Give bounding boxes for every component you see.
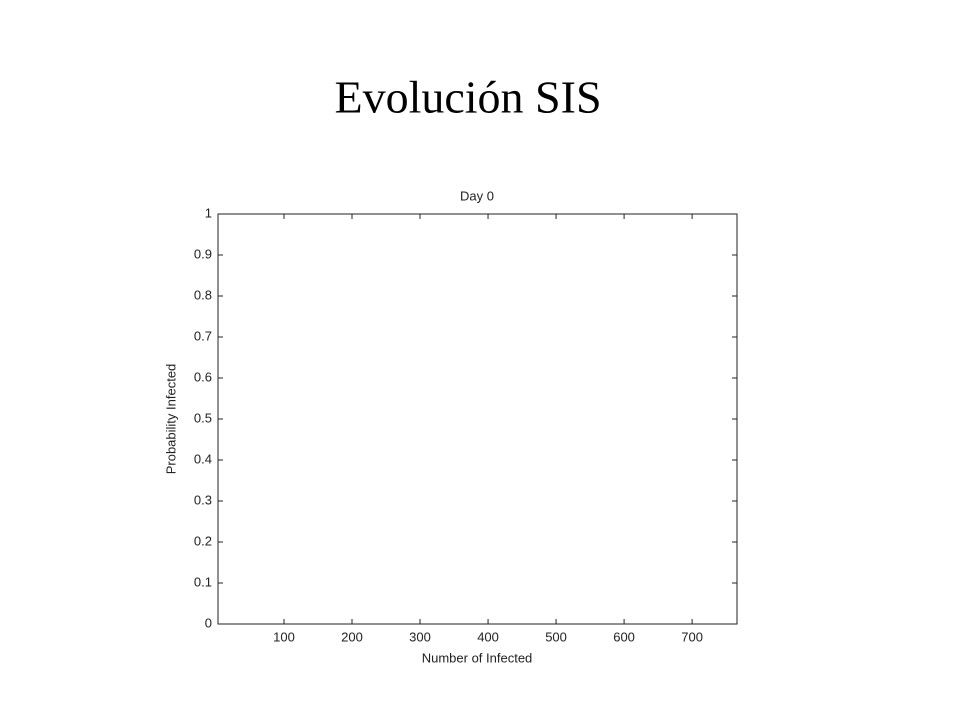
x-tick-label: 200 [341,629,363,644]
y-tick-label: 0.8 [194,287,212,302]
y-tick-label: 0.9 [194,246,212,261]
x-tick-label: 400 [477,629,499,644]
x-tick-label: 100 [273,629,295,644]
y-tick-label: 0.2 [194,533,212,548]
y-tick-label: 0.6 [194,369,212,384]
x-axis-label: Number of Infected [422,650,533,665]
y-tick-label: 0.3 [194,492,212,507]
chart-title: Day 0 [460,188,494,203]
y-tick-label: 1 [205,205,212,220]
y-tick-label: 0.5 [194,410,212,425]
x-tick-label: 500 [545,629,567,644]
x-tick-label: 600 [613,629,635,644]
x-tick-label: 700 [681,629,703,644]
y-tick-label: 0 [205,615,212,630]
y-tick-label: 0.4 [194,451,212,466]
slide-title: Evolución SIS [334,72,601,123]
y-axis-label: Probability Infected [163,364,178,475]
y-tick-label: 0.1 [194,574,212,589]
y-tick-label: 0.7 [194,328,212,343]
plot-area [217,213,738,625]
x-tick-label: 300 [409,629,431,644]
